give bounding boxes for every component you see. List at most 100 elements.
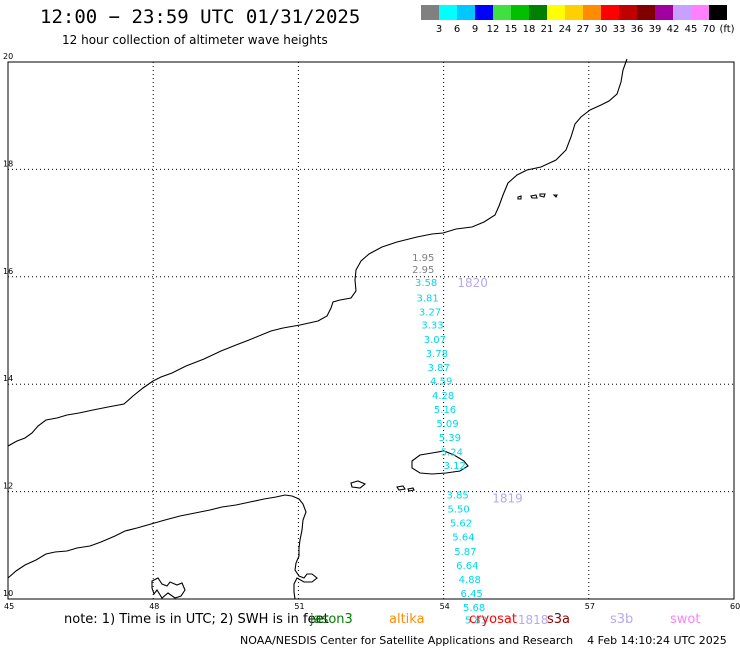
legend-swatch [529, 5, 547, 20]
wave-height-value: 3.85 [447, 491, 469, 502]
y-tick-label: 16 [3, 267, 13, 276]
legend-swatch [673, 5, 691, 20]
wave-height-value: 4.28 [432, 391, 454, 402]
satellite-name-altika: altika [389, 612, 425, 627]
legend-label: 33 [612, 24, 626, 35]
legend-label: 18 [522, 24, 536, 35]
legend-swatch [637, 5, 655, 20]
x-tick-label: 45 [4, 602, 14, 611]
legend-swatch [493, 5, 511, 20]
orbit-pass-labels: 1820 1819 1818 [457, 276, 548, 627]
wave-height-value: 2.95 [412, 265, 434, 276]
wave-height-value: 3.12 [444, 461, 466, 472]
legend-swatch [691, 5, 709, 20]
legend-label: 24 [558, 24, 572, 35]
satellite-name-cryosat: cryosat [469, 612, 517, 627]
x-tick-label: 60 [730, 602, 740, 611]
satellite-name-s3b: s3b [610, 612, 634, 627]
legend-swatch [583, 5, 601, 20]
legend-label: 27 [576, 24, 590, 35]
wave-height-value: 3.87 [428, 363, 450, 374]
wave-height-value: 5.83 [465, 616, 487, 627]
wave-height-value: 4.88 [459, 575, 481, 586]
note-text: note: 1) Time is in UTC; 2) SWH is in fe… [64, 612, 329, 627]
wave-height-value: 5.16 [434, 405, 456, 416]
legend-label: 30 [594, 24, 608, 35]
wave-height-value: 5.39 [439, 433, 461, 444]
y-tick-label: 12 [3, 482, 13, 491]
wave-height-value: 3.07 [424, 335, 446, 346]
legend-swatch [709, 5, 727, 20]
legend-label: 42 [666, 24, 680, 35]
legend-swatch [457, 5, 475, 20]
wave-height-value: 6.64 [456, 561, 478, 572]
y-tick-label: 10 [3, 589, 13, 598]
somalia-coastline [7, 494, 318, 600]
small-island [539, 193, 546, 198]
y-tick-label: 14 [3, 374, 13, 383]
wave-height-value: 1.95 [412, 253, 434, 264]
satellite-name-s3a: s3a [547, 612, 571, 627]
wave-height-value: 3.78 [426, 349, 448, 360]
pass-number-label: 1819 [492, 491, 523, 505]
legend-swatch [565, 5, 583, 20]
legend-swatch [547, 5, 565, 20]
legend-label: 36 [630, 24, 644, 35]
legend-swatch [601, 5, 619, 20]
legend-swatch [421, 5, 439, 20]
pass-number-label: 1820 [457, 276, 488, 290]
legend-swatch [511, 5, 529, 20]
wave-height-value: 4.59 [430, 377, 452, 388]
axis-tick-labels: 45 48 51 54 57 60 20 18 16 14 12 10 [3, 52, 740, 611]
satellite-name-swot: swot [670, 612, 701, 627]
legend-swatch [619, 5, 637, 20]
footer-note: note: 1) Time is in UTC; 2) SWH is in fe… [64, 612, 700, 627]
wave-height-value: 5.62 [450, 519, 472, 530]
wave-height-value: 5.68 [463, 603, 485, 614]
legend-label: 12 [486, 24, 500, 35]
legend-label: 9 [471, 24, 479, 35]
wave-height-value: 5.24 [441, 448, 463, 459]
x-tick-label: 57 [585, 602, 595, 611]
wave-height-value: 3.27 [419, 307, 441, 318]
legend-label: 39 [648, 24, 662, 35]
wave-height-value: 5.87 [454, 547, 476, 558]
wave-height-value: 3.81 [416, 294, 438, 305]
map-frame [7, 61, 735, 600]
wave-height-value: 3.58 [415, 278, 437, 289]
satellite-name-jason3: jason3 [310, 612, 353, 627]
arabian-coastline [7, 58, 628, 447]
map-grid [8, 62, 734, 599]
y-tick-label: 18 [3, 159, 13, 168]
legend-label: 3 [435, 24, 443, 35]
legend-label: 70 [702, 24, 716, 35]
credit-line: NOAA/NESDIS Center for Satellite Applica… [240, 634, 727, 647]
legend-swatch [475, 5, 493, 20]
small-island [350, 480, 367, 489]
wave-height-value: 5.50 [447, 505, 469, 516]
pass-number-label: 1818 [518, 613, 549, 627]
x-tick-label: 54 [440, 602, 450, 611]
small-island [530, 194, 538, 199]
x-tick-label: 48 [149, 602, 159, 611]
legend-label: 45 [684, 24, 698, 35]
x-tick-label: 51 [294, 602, 304, 611]
wave-height-value: 5.09 [436, 419, 458, 430]
legend-label: 6 [453, 24, 461, 35]
socotra-island [411, 450, 469, 475]
page-title: 12:00 − 23:59 UTC 01/31/2025 [40, 6, 361, 28]
wave-height-value: 6.45 [461, 589, 483, 600]
legend-label: (ft) [719, 24, 735, 35]
small-island [552, 194, 558, 198]
small-island [517, 195, 522, 200]
small-island [407, 487, 415, 492]
legend-label: 15 [504, 24, 518, 35]
small-island [396, 485, 406, 491]
page-subtitle: 12 hour collection of altimeter wave hei… [62, 33, 328, 47]
legend-swatch [655, 5, 673, 20]
coastlines [7, 58, 628, 600]
legend-swatch [439, 5, 457, 20]
wave-height-value: 5.64 [452, 532, 474, 543]
altimeter-observations: 1.952.95 3.58 3.81 3.27 3.33 3.07 3.78 3.87 4.59… [412, 253, 487, 626]
